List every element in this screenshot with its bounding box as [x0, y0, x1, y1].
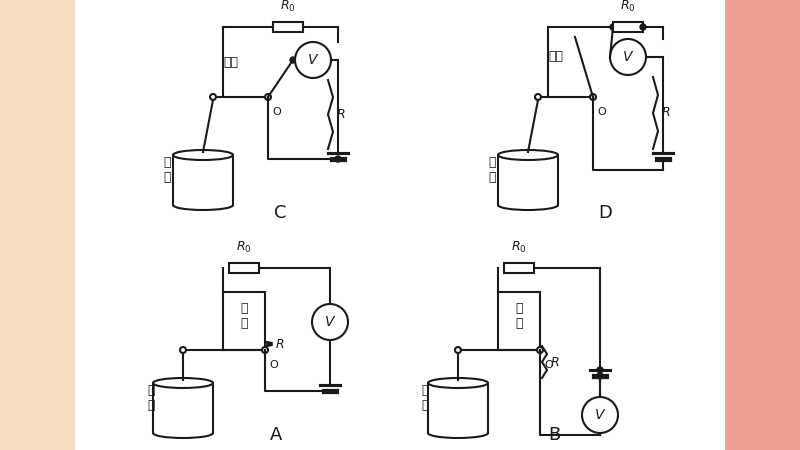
Text: 浮
子: 浮 子 [488, 156, 496, 184]
Text: 浮
子: 浮 子 [422, 384, 429, 412]
Text: A: A [270, 426, 282, 444]
Circle shape [590, 94, 596, 100]
Bar [504, 263, 534, 273]
Circle shape [610, 39, 646, 75]
Bar [273, 22, 303, 32]
Ellipse shape [498, 150, 558, 160]
Text: D: D [598, 204, 613, 222]
Circle shape [597, 373, 603, 379]
Text: $R_0$: $R_0$ [511, 240, 527, 255]
Bar [75, 0, 725, 450]
Circle shape [597, 367, 603, 373]
Text: 滑
杆: 滑 杆 [515, 302, 522, 330]
Ellipse shape [428, 378, 488, 388]
Text: V: V [623, 50, 633, 64]
Circle shape [582, 397, 618, 433]
Bar [229, 263, 259, 273]
Text: 滑
杆: 滑 杆 [240, 302, 248, 330]
Circle shape [265, 94, 271, 100]
Circle shape [295, 42, 331, 78]
Text: $R$: $R$ [275, 338, 285, 351]
Text: $R_0$: $R_0$ [236, 240, 252, 255]
Text: $R$: $R$ [336, 108, 346, 121]
Ellipse shape [173, 150, 233, 160]
Text: O: O [597, 107, 606, 117]
Text: 滑杆: 滑杆 [548, 50, 563, 63]
Text: O: O [272, 107, 281, 117]
Circle shape [537, 347, 543, 353]
Text: 浮
子: 浮 子 [147, 384, 154, 412]
Circle shape [335, 156, 341, 162]
Bar [0, 0, 75, 450]
Circle shape [610, 24, 616, 30]
Text: B: B [548, 426, 560, 444]
Bar [613, 22, 643, 32]
Text: $R_0$: $R_0$ [620, 0, 636, 14]
Text: 浮
子: 浮 子 [163, 156, 170, 184]
Text: V: V [326, 315, 334, 329]
Text: $R$: $R$ [661, 107, 670, 120]
Bar [725, 0, 800, 450]
Circle shape [455, 347, 461, 353]
Circle shape [262, 347, 268, 353]
Text: 滑杆: 滑杆 [223, 57, 238, 69]
Circle shape [640, 24, 646, 30]
Bar [223, 292, 265, 350]
Ellipse shape [153, 378, 213, 388]
Text: $R$: $R$ [550, 356, 559, 369]
Circle shape [180, 347, 186, 353]
Bar [498, 292, 540, 350]
Text: $R_0$: $R_0$ [280, 0, 296, 14]
Text: O: O [544, 360, 553, 370]
Text: V: V [308, 53, 318, 67]
Text: V: V [595, 408, 605, 422]
Circle shape [312, 304, 348, 340]
Text: O: O [269, 360, 278, 370]
Circle shape [535, 94, 541, 100]
Circle shape [210, 94, 216, 100]
Text: C: C [274, 204, 286, 222]
Circle shape [290, 57, 296, 63]
